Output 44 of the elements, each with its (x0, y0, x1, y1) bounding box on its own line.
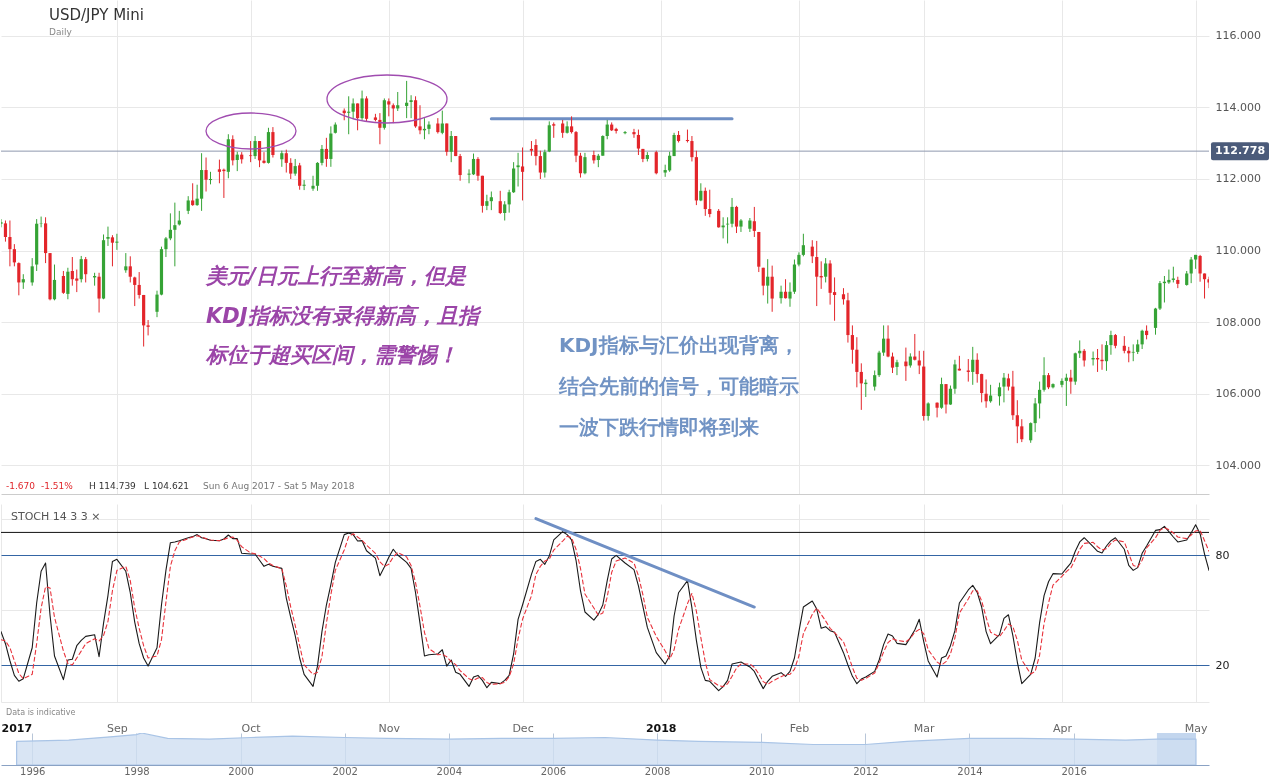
y-tick-label: 108.000 (1215, 315, 1261, 329)
x-tick-label: Mar (913, 721, 936, 735)
text: Daily (49, 27, 73, 37)
y-tick-label: 116.000 (1215, 29, 1261, 43)
text: Data is indicative (6, 708, 76, 717)
annotation: Sun 6 Aug 2017 - Sat 5 May 2018 (203, 481, 355, 491)
y-tick-label: 20 (1215, 658, 1230, 672)
x-tick-label: 1998 (124, 765, 150, 777)
x-tick-label: 1996 (20, 765, 46, 777)
x-tick-label: May (1184, 721, 1208, 735)
x-tick-label: 2008 (644, 765, 671, 777)
x-tick-label: Apr (1052, 721, 1073, 735)
x-tick-label: 2010 (748, 765, 775, 777)
y-tick-label: 114.000 (1215, 100, 1261, 114)
y-tick-label: 104.000 (1215, 458, 1261, 472)
x-tick-label: 2006 (540, 765, 567, 777)
x-tick-label: 2000 (228, 765, 254, 777)
x-tick-label: Oct (241, 721, 262, 735)
x-tick-label: Dec (512, 721, 534, 735)
candlestick (249, 140, 253, 163)
annotation: -1.51% (41, 481, 74, 491)
y-tick-label: 110.000 (1215, 244, 1261, 258)
chart-title: USD/JPY Mini (49, 6, 144, 24)
x-tick-label: 2004 (436, 765, 463, 777)
x-tick-label: 2012 (853, 765, 879, 777)
x-tick-label: Sep (107, 721, 128, 735)
annotation: 美元/日元上行至新高，但是KDJ指标没有录得新高，且指标位于超买区间，需警惕！ (205, 264, 482, 367)
annotation: KDJ指标与汇价出现背离，结合先前的信号，可能暗示一波下跌行情即将到来 (558, 333, 799, 439)
x-tick-label: 2002 (332, 765, 358, 777)
x-tick-label: 2018 (645, 721, 677, 735)
x-tick-label: 2016 (1061, 765, 1087, 777)
x-tick-label: Feb (789, 721, 810, 735)
annotation: H 114.739 (89, 481, 137, 491)
x-tick-label: Nov (378, 721, 401, 735)
annotation: L 104.621 (144, 481, 190, 491)
text: STOCH 14 3 3 × (11, 510, 101, 523)
y-tick-label: 112.000 (1215, 172, 1261, 186)
annotation: -1.670 (6, 481, 36, 491)
candlestick (1131, 343, 1135, 362)
y-tick-label: 106.000 (1215, 387, 1261, 401)
ref-line-label: 112.778 (1214, 144, 1266, 158)
x-tick-label: 2017 (1, 721, 33, 735)
x-tick-label: 2014 (957, 765, 983, 777)
y-tick-label: 80 (1215, 548, 1230, 562)
